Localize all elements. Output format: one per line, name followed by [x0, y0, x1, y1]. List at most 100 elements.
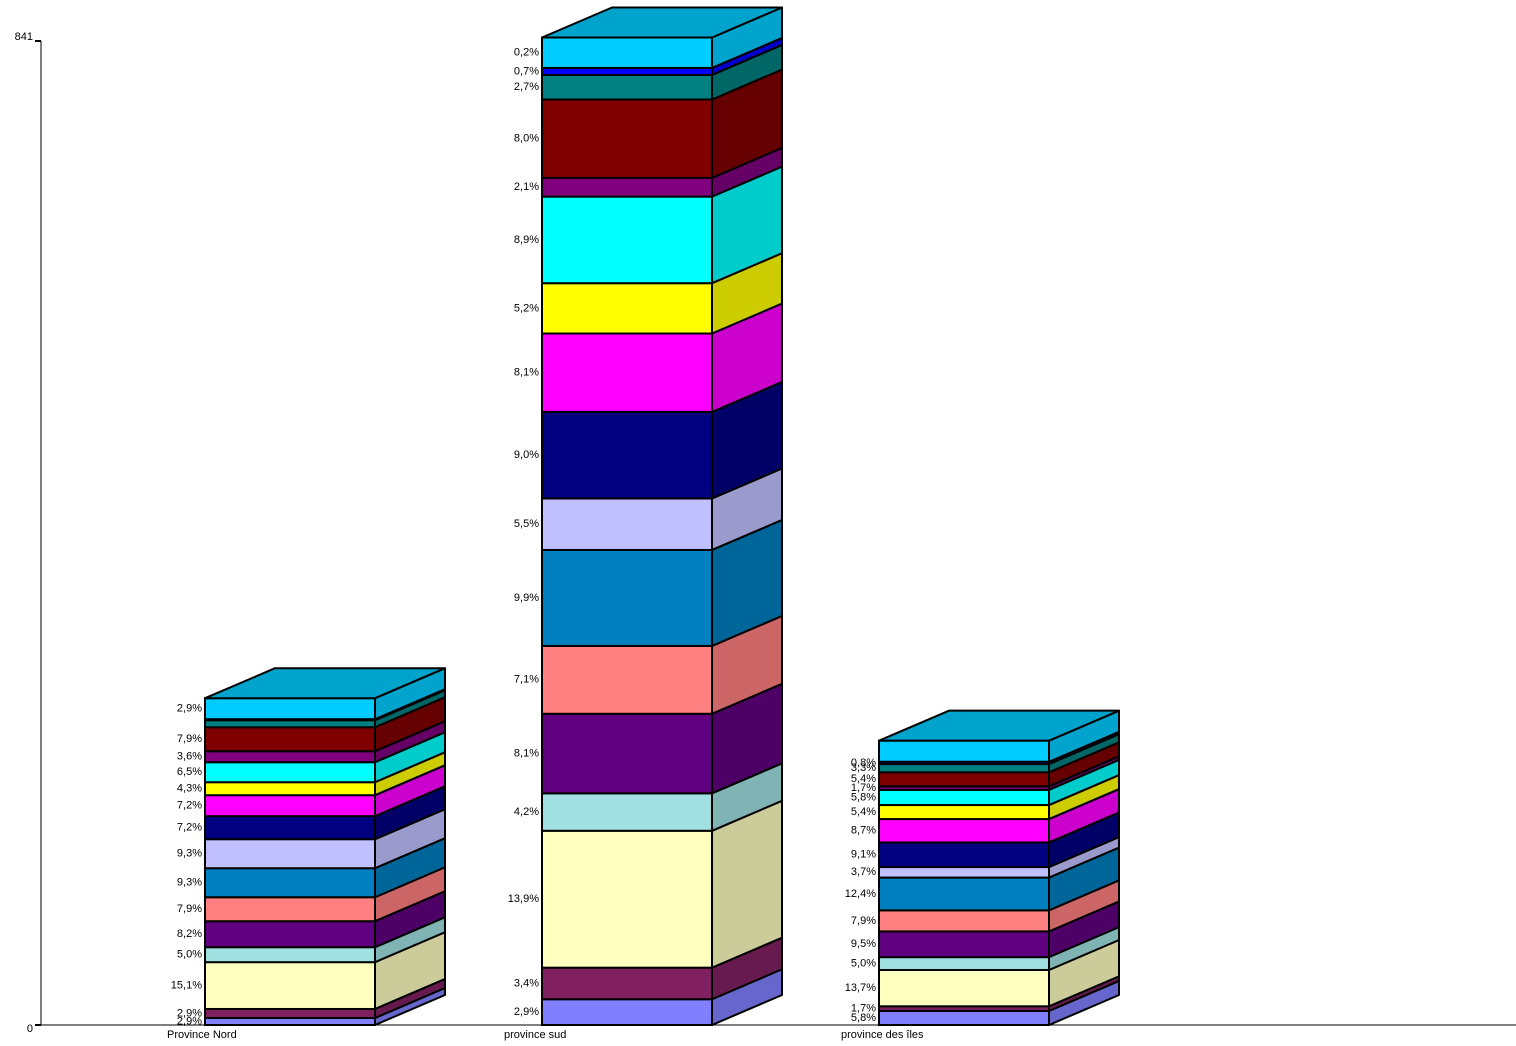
- data-label: 5,0%: [851, 957, 876, 969]
- bar-segment: [204, 838, 376, 870]
- bar-segment: [878, 956, 1050, 972]
- data-label: 1,7%: [851, 1003, 876, 1015]
- data-label: 1,7%: [851, 782, 876, 794]
- data-label: 2,1%: [514, 181, 539, 193]
- data-label: 13,7%: [845, 982, 876, 994]
- bar-segment: [204, 815, 376, 841]
- data-label: 13,9%: [508, 893, 539, 905]
- data-label: 5,0%: [177, 949, 202, 961]
- bar-segment: [878, 876, 1050, 912]
- data-label: 9,0%: [514, 449, 539, 461]
- bar-segment: [541, 36, 713, 69]
- data-label: 8,0%: [514, 133, 539, 145]
- data-label: 3,3%: [851, 762, 876, 774]
- data-label: 5,8%: [851, 791, 876, 803]
- bar-segment: [204, 1016, 376, 1027]
- bar-segment: [878, 804, 1050, 821]
- bar-segment: [878, 930, 1050, 959]
- bar-segment: [541, 497, 713, 551]
- data-label: 7,1%: [514, 674, 539, 686]
- x-tick-label: province des îles: [841, 1029, 924, 1041]
- data-label: 9,3%: [177, 848, 202, 860]
- bar-segment: [204, 961, 376, 1010]
- bar-segment: [541, 548, 713, 647]
- data-label: 2,9%: [177, 703, 202, 715]
- bar-segment: [204, 920, 376, 949]
- bar-segment: [878, 1009, 1050, 1027]
- data-label: 3,6%: [177, 751, 202, 763]
- bar-segment: [878, 788, 1050, 807]
- bar-segment: [204, 750, 376, 764]
- data-label: 7,9%: [177, 903, 202, 915]
- data-label: 5,4%: [851, 806, 876, 818]
- bar-segment: [541, 998, 713, 1027]
- bar-segment: [878, 763, 1050, 774]
- bar-segment: [541, 98, 713, 179]
- bar-segment: [878, 771, 1050, 788]
- bar-segment: [541, 176, 713, 198]
- data-label: 8,1%: [514, 367, 539, 379]
- bar-top: [541, 6, 783, 39]
- data-label: 8,7%: [851, 825, 876, 837]
- bar-segment: [204, 726, 376, 753]
- data-label: 3,7%: [851, 866, 876, 878]
- data-label: 9,9%: [514, 592, 539, 604]
- data-label: 0,7%: [514, 65, 539, 77]
- bar-top: [204, 667, 446, 700]
- bar-segment: [541, 332, 713, 413]
- bar-segment: [541, 792, 713, 832]
- bar-segment: [541, 66, 713, 76]
- data-label: 5,8%: [851, 1012, 876, 1024]
- bar-segment: [878, 841, 1050, 869]
- data-label: 2,9%: [177, 1007, 202, 1019]
- x-tick-label: province sud: [504, 1029, 566, 1041]
- data-label: 7,9%: [177, 733, 202, 745]
- data-label: 6,5%: [177, 766, 202, 778]
- data-label: 2,7%: [514, 81, 539, 93]
- data-label: 9,1%: [851, 849, 876, 861]
- data-label: 8,9%: [514, 234, 539, 246]
- data-label: 7,2%: [177, 800, 202, 812]
- bar-segment: [204, 867, 376, 899]
- data-label: 3,4%: [514, 977, 539, 989]
- data-label: 7,9%: [851, 915, 876, 927]
- bar-segment: [204, 719, 376, 729]
- data-label: 0,2%: [514, 47, 539, 59]
- bar-segment: [541, 829, 713, 969]
- data-label: 4,3%: [177, 783, 202, 795]
- data-label: 5,5%: [514, 518, 539, 530]
- bar-segment: [204, 946, 376, 964]
- bar-segment: [541, 966, 713, 1001]
- bar-segment: [878, 866, 1050, 879]
- bar-segment: [204, 697, 376, 721]
- x-tick-label: Province Nord: [167, 1029, 237, 1041]
- bar-segment: [204, 794, 376, 818]
- bar-segment: [204, 1007, 376, 1019]
- bar-segment: [541, 712, 713, 795]
- data-label: 7,2%: [177, 822, 202, 834]
- data-label: 2,9%: [177, 1015, 202, 1027]
- bar-segment: [541, 410, 713, 500]
- data-label: 2,9%: [514, 1006, 539, 1018]
- bar-segment: [204, 896, 376, 923]
- data-label: 5,4%: [851, 773, 876, 785]
- bar-segment: [878, 969, 1050, 1008]
- data-label: 9,5%: [851, 938, 876, 950]
- bar-top: [878, 709, 1120, 742]
- y-tick-label: 841: [15, 31, 33, 43]
- data-label: 15,1%: [171, 979, 202, 991]
- bar-segment: [878, 909, 1050, 933]
- data-label: 12,4%: [845, 888, 876, 900]
- data-label: 0,8%: [851, 757, 876, 769]
- data-label: 5,2%: [514, 302, 539, 314]
- bar-segment: [204, 781, 376, 797]
- bar-segment: [878, 739, 1050, 763]
- bar-segment: [204, 761, 376, 784]
- data-label: 8,2%: [177, 928, 202, 940]
- data-label: 9,3%: [177, 877, 202, 889]
- bar-segment: [541, 195, 713, 285]
- y-tick-label: 0: [27, 1023, 33, 1035]
- bar-segment: [541, 73, 713, 101]
- bar-segment: [541, 644, 713, 715]
